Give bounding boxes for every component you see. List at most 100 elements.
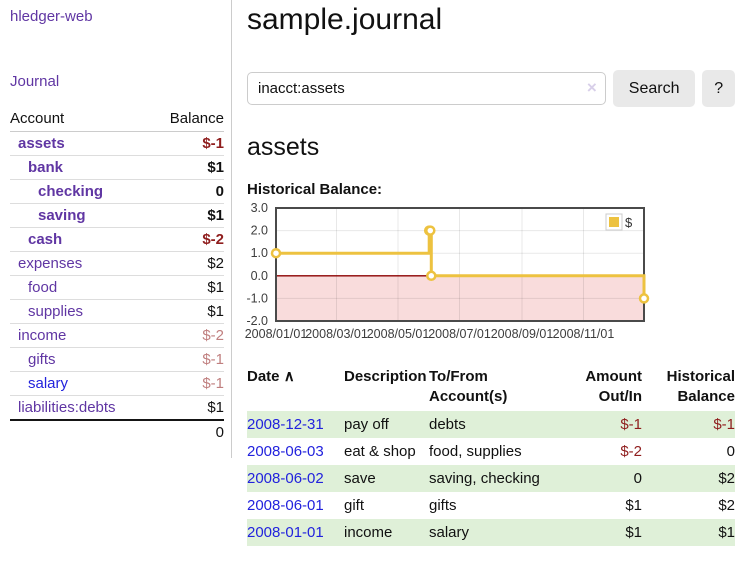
account-balance: $-1 <box>151 347 224 372</box>
main-content: sample.journal × Search ? assets Histori… <box>232 0 742 556</box>
y-axis-tick-label: 1.0 <box>251 246 268 260</box>
x-axis-tick-label: 2008/07/01 <box>428 327 491 341</box>
register-amount: $-2 <box>620 443 642 460</box>
register-row: 2008-12-31 pay off debts $-1 $-1 <box>247 411 735 438</box>
account-balance: $2 <box>151 251 224 276</box>
account-link-checking[interactable]: checking <box>38 183 104 200</box>
chart-border <box>275 207 645 322</box>
accounts-table: Account Balance assets $-1 bank $1 checking 0… <box>10 109 224 444</box>
data-point-marker[interactable] <box>426 270 437 282</box>
search-input-wrap: × <box>247 72 606 105</box>
transaction-date-link[interactable]: 2008-12-31 <box>247 416 324 433</box>
register-amount: $1 <box>625 524 642 541</box>
y-axis-tick-label: 2.0 <box>251 224 268 238</box>
data-point-marker[interactable] <box>425 225 436 236</box>
register-row: 2008-06-02 save saving, checking 0 $2 <box>247 465 735 492</box>
account-row: liabilities:debts $1 <box>10 395 224 420</box>
clear-search-icon[interactable]: × <box>586 78 597 97</box>
accounts-total-row: 0 <box>10 419 224 444</box>
transaction-date-link[interactable]: 2008-01-01 <box>247 524 324 541</box>
account-row: supplies $1 <box>10 299 224 324</box>
register-amount: 0 <box>633 470 642 487</box>
account-link-liabilities-debts[interactable]: liabilities:debts <box>18 399 116 416</box>
register-row: 2008-06-01 gift gifts $1 $2 <box>247 492 735 519</box>
x-axis-tick-label: 2008/01/01 <box>245 327 308 341</box>
account-balance: $-1 <box>151 371 224 396</box>
x-axis-tick-label: 2008/03/01 <box>305 327 368 341</box>
register-header-balance: Historical Balance <box>666 368 735 405</box>
chart-title: Historical Balance: <box>247 181 383 198</box>
y-axis-tick-label: -2.0 <box>246 314 268 328</box>
accounts-header-row: Account Balance <box>10 109 224 132</box>
register-balance: $2 <box>718 470 735 487</box>
register-amount: $1 <box>625 497 642 514</box>
data-point-marker[interactable] <box>270 247 282 259</box>
register-description: save <box>344 470 376 487</box>
legend-label: $ <box>625 215 633 230</box>
register-accounts: saving, checking <box>429 470 540 487</box>
account-balance: $1 <box>151 299 224 324</box>
transaction-date-link[interactable]: 2008-06-03 <box>247 443 324 460</box>
account-row: assets $-1 <box>10 131 224 156</box>
account-row: income $-2 <box>10 323 224 348</box>
app-title-link[interactable]: hledger-web <box>10 8 93 25</box>
accounts-header-balance: Balance <box>151 109 224 132</box>
search-input[interactable] <box>247 72 606 105</box>
register-row: 2008-06-03 eat & shop food, supplies $-2 0 <box>247 438 735 465</box>
register-amount: $-1 <box>620 416 642 433</box>
register-header-amount: Amount Out/In <box>585 368 642 405</box>
account-link-gifts[interactable]: gifts <box>28 351 56 368</box>
register-table: Date ∧ Description To/From Account(s) Amo… <box>247 367 735 546</box>
search-button[interactable]: Search <box>612 70 696 107</box>
historical-balance-chart[interactable]: $3.0 2.0 1.0 0.0 -1.0 -2.0 2008/01/01 2008/03/0… <box>245 201 735 346</box>
register-row: 2008-01-01 income salary $1 $1 <box>247 519 735 546</box>
account-link-food[interactable]: food <box>28 279 58 296</box>
register-accounts: gifts <box>429 497 457 514</box>
register-description: gift <box>344 497 365 514</box>
account-balance: $-1 <box>151 131 224 156</box>
account-balance: $1 <box>151 395 224 420</box>
account-row: food $1 <box>10 275 224 300</box>
account-balance: $1 <box>151 155 224 180</box>
account-row: gifts $-1 <box>10 347 224 372</box>
search-form: × Search ? <box>247 70 735 107</box>
account-link-bank[interactable]: bank <box>28 159 64 176</box>
register-balance: $1 <box>718 524 735 541</box>
accounts-total-spacer <box>10 419 152 444</box>
register-header-date[interactable]: Date ∧ <box>247 368 295 385</box>
account-row: salary $-1 <box>10 371 224 396</box>
account-balance: $-2 <box>151 323 224 348</box>
account-row: cash $-2 <box>10 227 224 252</box>
register-description: pay off <box>344 416 389 433</box>
sort-ascending-icon: ∧ <box>283 368 295 385</box>
account-balance: $1 <box>151 275 224 300</box>
sidebar: hledger-web Journal Account Balance asse… <box>0 0 232 458</box>
y-axis-tick-label: -1.0 <box>246 291 268 305</box>
account-link-cash[interactable]: cash <box>28 231 63 248</box>
chart-svg: $3.0 2.0 1.0 0.0 -1.0 -2.02008/01/012008/03/0… <box>245 201 650 341</box>
account-link-expenses[interactable]: expenses <box>18 255 83 272</box>
account-link-income[interactable]: income <box>18 327 67 344</box>
page-title: sample.journal <box>247 3 443 36</box>
register-accounts: food, supplies <box>429 443 522 460</box>
nav-journal-link[interactable]: Journal <box>10 73 60 90</box>
help-button[interactable]: ? <box>702 70 735 107</box>
accounts-header-account: Account <box>10 109 152 132</box>
register-balance: $2 <box>718 497 735 514</box>
register-header-description: Description <box>344 368 427 385</box>
transaction-date-link[interactable]: 2008-06-02 <box>247 470 324 487</box>
account-link-saving[interactable]: saving <box>38 207 86 224</box>
register-accounts: salary <box>429 524 470 541</box>
register-header-row: Date ∧ Description To/From Account(s) Amo… <box>247 367 735 411</box>
data-point-marker[interactable] <box>638 293 650 304</box>
account-link-supplies[interactable]: supplies <box>28 303 84 320</box>
account-row: saving $1 <box>10 203 224 228</box>
y-axis-tick-label: 0.0 <box>251 269 268 283</box>
app-root: hledger-web Journal Account Balance asse… <box>0 0 742 556</box>
register-accounts: debts <box>429 416 466 433</box>
account-link-assets[interactable]: assets <box>18 135 65 152</box>
account-link-salary[interactable]: salary <box>28 375 69 392</box>
account-balance: $-2 <box>151 227 224 252</box>
transaction-date-link[interactable]: 2008-06-01 <box>247 497 324 514</box>
register-balance: 0 <box>726 443 735 460</box>
